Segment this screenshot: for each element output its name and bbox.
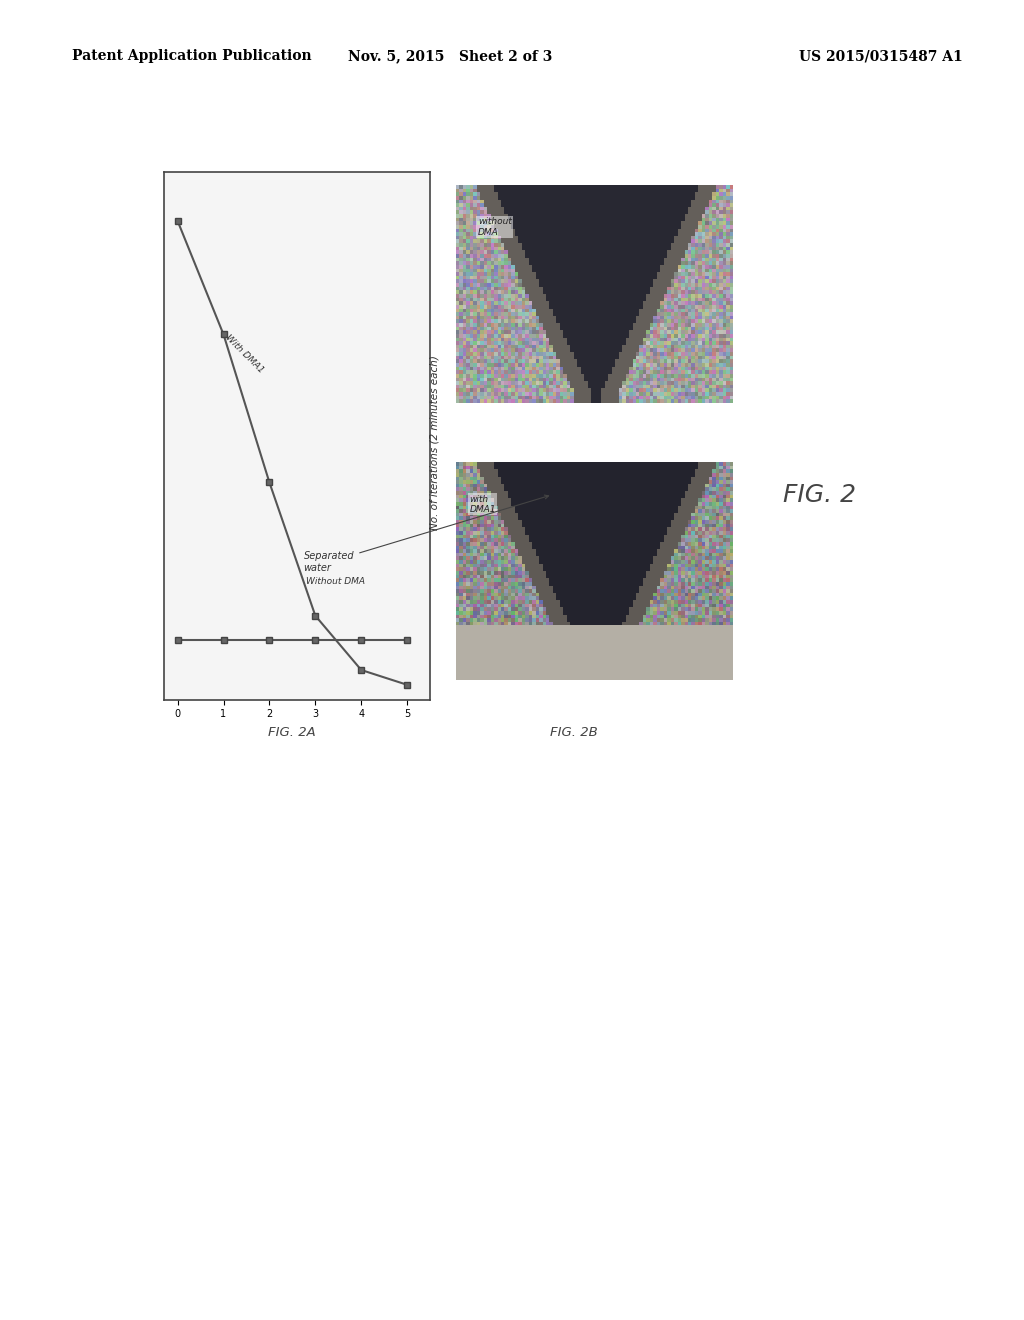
Text: without
DMA: without DMA: [478, 218, 512, 236]
Text: with
DMA1: with DMA1: [469, 495, 496, 513]
Text: Patent Application Publication: Patent Application Publication: [72, 49, 311, 63]
Text: With DMA1: With DMA1: [223, 334, 265, 375]
Text: FIG. 2B: FIG. 2B: [550, 726, 597, 739]
Text: US 2015/0315487 A1: US 2015/0315487 A1: [799, 49, 963, 63]
Text: FIG. 2A: FIG. 2A: [268, 726, 315, 739]
Text: No. of iterations (2 minutes each): No. of iterations (2 minutes each): [429, 355, 439, 529]
Text: Separated
water: Separated water: [303, 495, 549, 573]
Text: FIG. 2: FIG. 2: [782, 483, 856, 507]
Text: Nov. 5, 2015   Sheet 2 of 3: Nov. 5, 2015 Sheet 2 of 3: [348, 49, 553, 63]
Text: Without DMA: Without DMA: [306, 577, 366, 586]
